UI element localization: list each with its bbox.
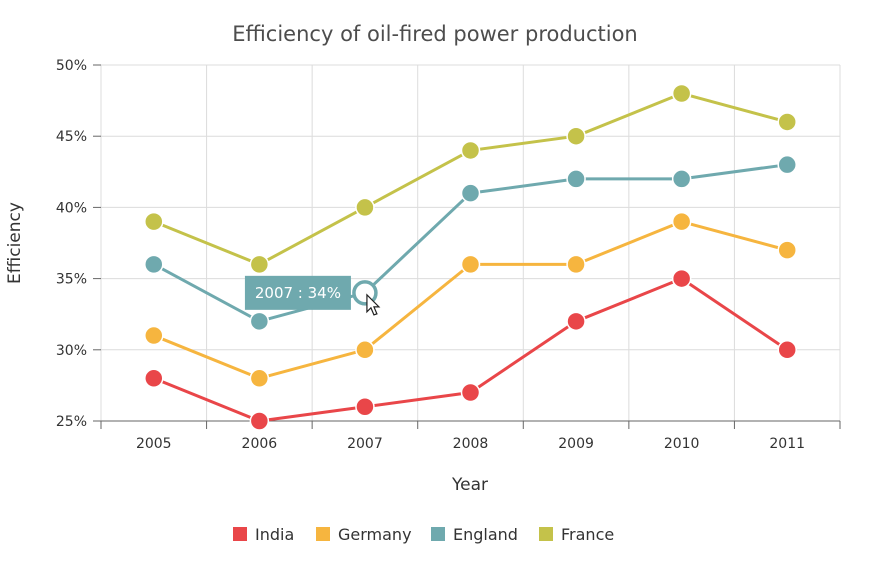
legend-label: India [255,525,294,544]
mouse-cursor-icon [366,293,381,316]
y-tick-label: 30% [56,343,87,359]
axes: 25% 30% 35% 40% 45% 50% 2005 2006 2007 2008 2009 20… [56,58,841,452]
x-axis-title: Year [451,475,488,495]
data-point[interactable] [355,340,375,360]
data-point[interactable] [144,368,164,389]
series-england [144,154,797,332]
series-lines [144,83,797,431]
grid-lines [100,64,841,422]
y-tick-label: 35% [56,272,87,288]
tooltip: 2007 : 34% [244,275,381,316]
data-point[interactable] [671,169,692,189]
y-tick-label: 25% [56,414,87,430]
data-point[interactable] [671,83,692,104]
data-point[interactable] [566,254,586,275]
legend-swatch [316,527,330,541]
data-point[interactable] [460,140,481,161]
data-point[interactable] [566,311,586,332]
data-point[interactable] [460,382,481,403]
y-tick-label: 50% [56,58,87,74]
legend-label: England [453,525,518,544]
x-tick-label: 2010 [664,436,700,452]
y-axis-title: Efficiency [5,202,25,284]
legend-label: Germany [338,525,412,544]
legend-label: France [561,525,614,544]
x-tick-label: 2009 [558,436,594,452]
data-point[interactable] [144,254,164,275]
data-point[interactable] [777,240,797,260]
data-point[interactable] [777,154,797,175]
data-point[interactable] [671,211,692,232]
legend-swatch [233,527,247,541]
data-point[interactable] [460,254,481,275]
data-point[interactable] [249,311,270,332]
legend-item-england[interactable]: England [431,525,518,544]
legend: India Germany England France [233,525,614,544]
legend-swatch [539,527,553,541]
data-point[interactable] [355,397,375,417]
data-point[interactable] [671,268,692,289]
data-point[interactable] [777,340,797,360]
x-tick-label: 2008 [453,436,489,452]
data-point[interactable] [777,112,797,132]
data-point[interactable] [144,325,164,346]
series-germany [144,211,797,389]
data-point[interactable] [355,197,375,218]
data-point[interactable] [566,169,586,189]
y-tick-label: 40% [56,200,87,216]
series-india [144,268,797,431]
legend-item-germany[interactable]: Germany [316,525,412,544]
data-point[interactable] [249,254,270,275]
x-tick-label: 2005 [136,436,172,452]
data-point[interactable] [566,126,586,146]
data-point[interactable] [249,411,270,431]
tooltip-box [244,275,351,310]
x-tick-label: 2011 [769,436,805,452]
y-tick-label: 45% [56,129,87,145]
x-tick-label: 2007 [347,436,383,452]
x-tick-label: 2006 [242,436,278,452]
data-point[interactable] [460,183,481,203]
chart-title: Efficiency of oil-fired power production [232,22,638,46]
legend-swatch [431,527,445,541]
legend-item-india[interactable]: India [233,525,294,544]
data-point[interactable] [249,368,270,389]
series-france [144,83,797,275]
legend-item-france[interactable]: France [539,525,614,544]
data-point[interactable] [144,211,164,232]
tooltip-text: 2007 : 34% [255,284,341,302]
